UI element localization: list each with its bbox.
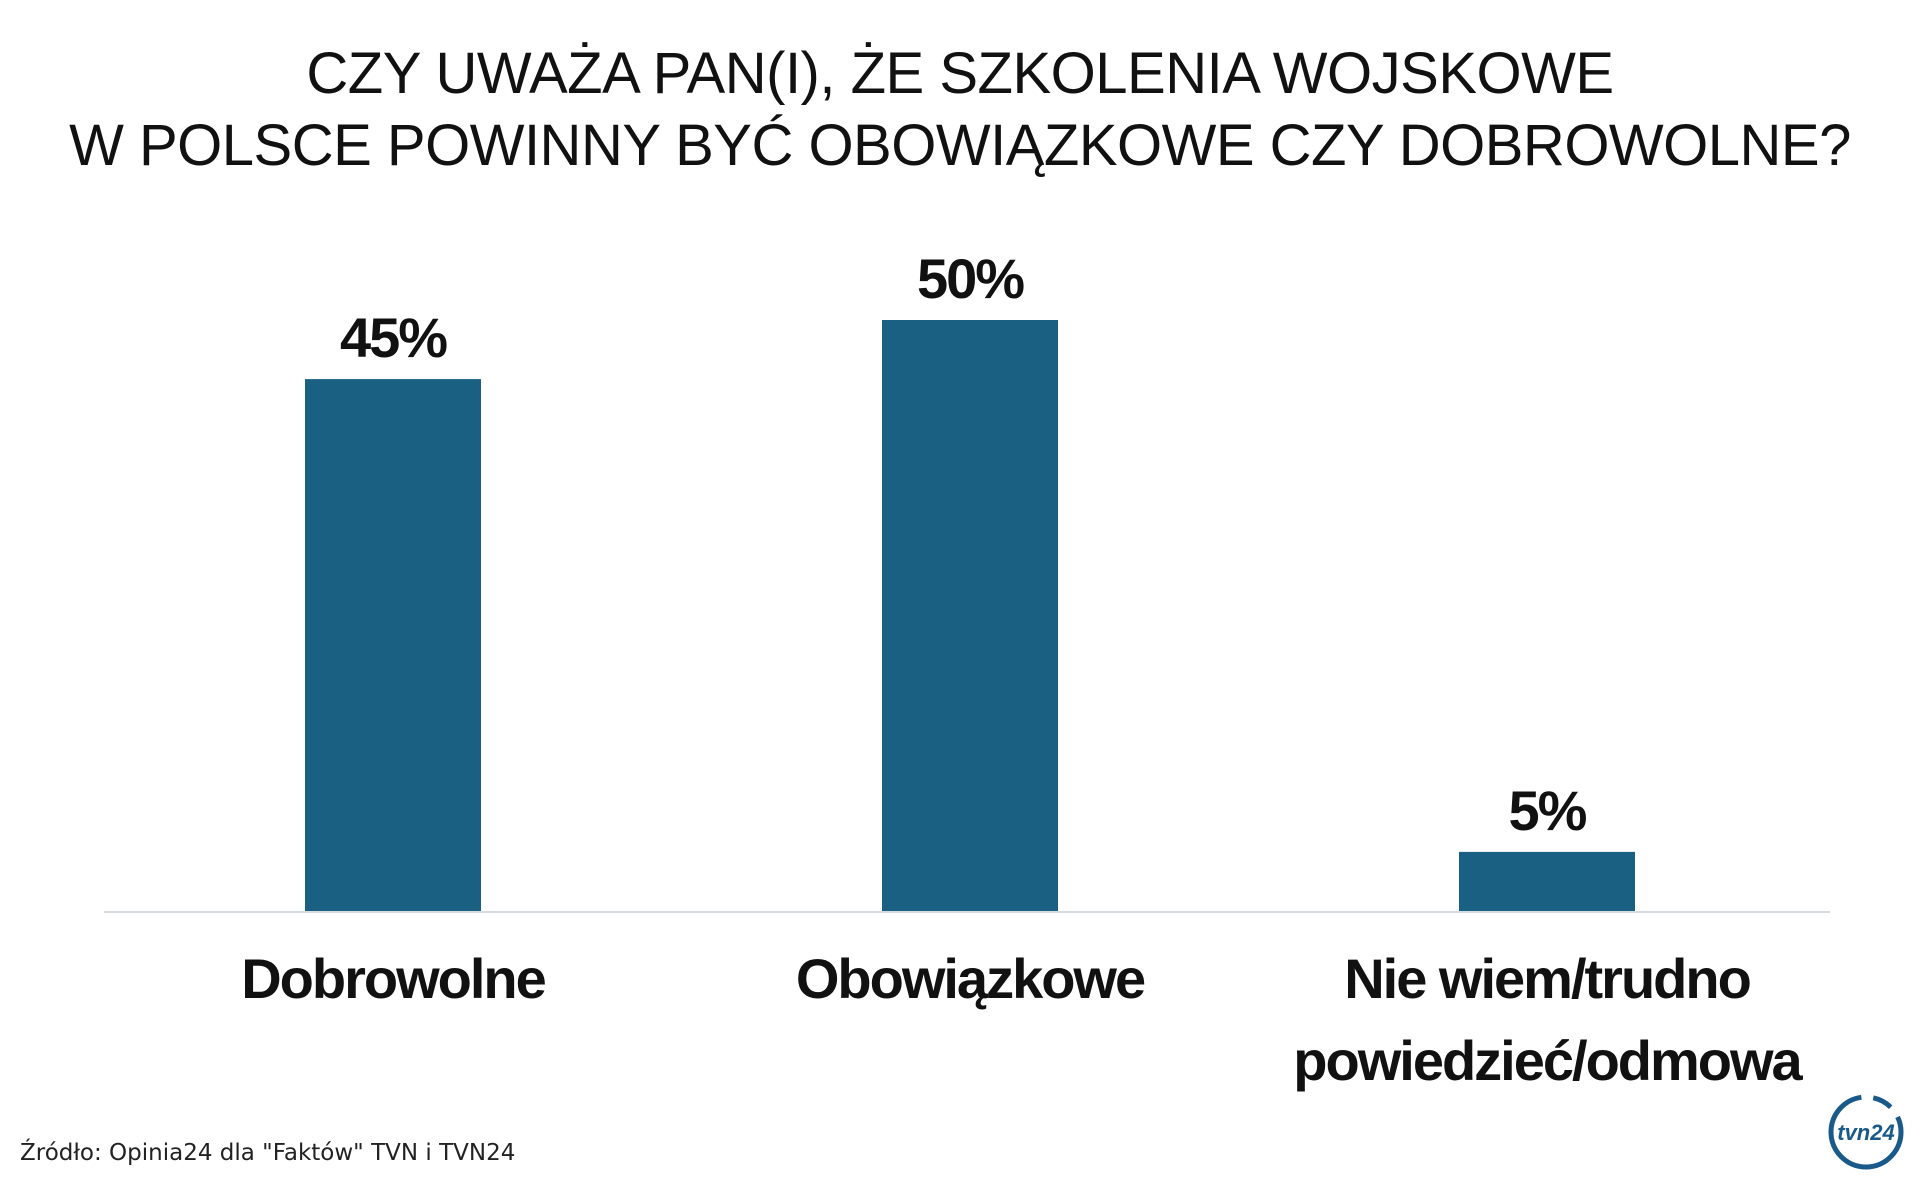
bar-value-label-2: 50% (917, 247, 1024, 310)
bar-3 (1459, 851, 1635, 911)
category-label-3-line-2: powiedzieć/odmowa (1293, 1029, 1803, 1092)
source-note: Źródło: Opinia24 dla "Faktów" TVN i TVN2… (20, 1140, 516, 1166)
logo-ring-icon (1828, 1094, 1904, 1170)
bar-1 (305, 379, 481, 912)
bar-2 (882, 320, 1058, 911)
value-labels-group: 45% 50% 5% (340, 247, 1589, 842)
category-label-2-line-1: Obowiązkowe (796, 947, 1145, 1010)
bar-value-label-3: 5% (1509, 779, 1587, 842)
logo-text: tvn24 (1837, 1120, 1894, 1145)
category-label-3-line-1: Nie wiem/trudno (1344, 947, 1750, 1010)
chart-title: CZY UWAŻA PAN(I), ŻE SZKOLENIA WOJSKOWE … (0, 38, 1920, 182)
category-label-1-line-1: Dobrowolne (241, 947, 545, 1010)
bar-value-label-1: 45% (340, 306, 447, 369)
chart-title-line-1: CZY UWAŻA PAN(I), ŻE SZKOLENIA WOJSKOWE (306, 41, 1614, 106)
category-labels-group: Dobrowolne Obowiązkowe Nie wiem/trudno powi… (241, 947, 1805, 1092)
bars-group (305, 320, 1635, 912)
chart-title-line-2: W POLSCE POWINNY BYĆ OBOWIĄZKOWE CZY DOB… (69, 113, 1851, 178)
tvn24-logo: tvn24 (1828, 1094, 1904, 1170)
